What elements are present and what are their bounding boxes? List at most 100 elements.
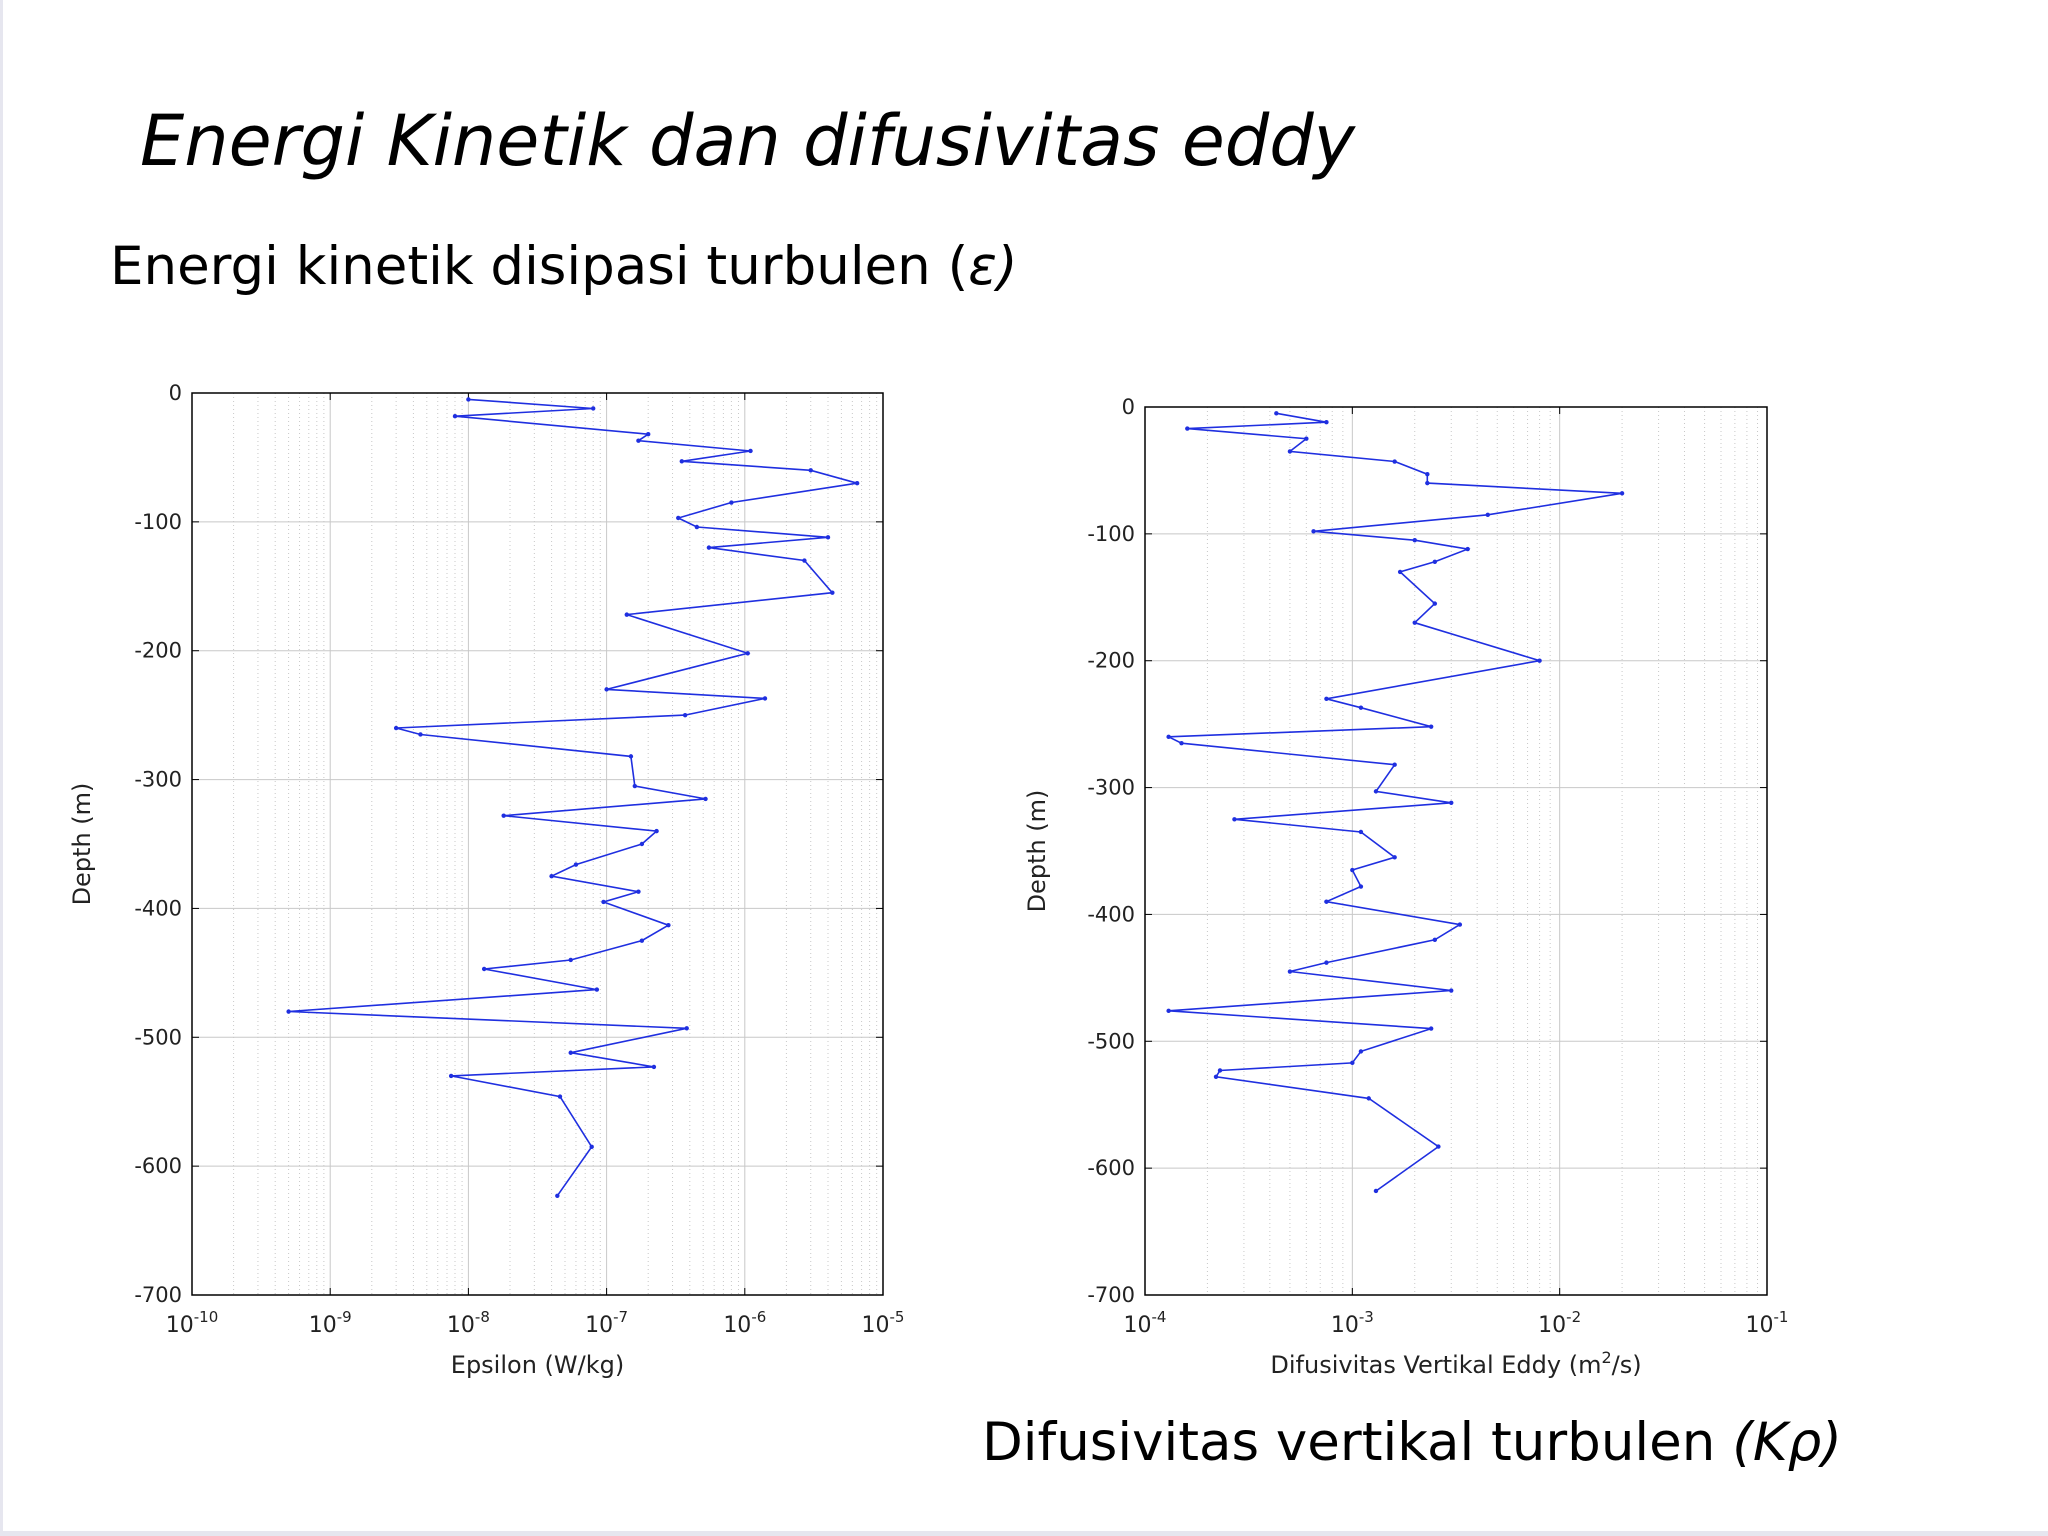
slide-bottom-border <box>0 1531 2048 1536</box>
data-point <box>639 938 645 943</box>
data-point <box>604 687 609 692</box>
data-point <box>1428 724 1434 729</box>
data-point <box>1179 740 1184 746</box>
data-point <box>1324 420 1329 425</box>
y-tick-label: -300 <box>1087 776 1135 800</box>
data-point <box>1324 899 1329 904</box>
data-point <box>802 558 807 563</box>
data-point <box>679 459 684 464</box>
data-series-line <box>1168 412 1623 1192</box>
y-axis-label: Depth (m) <box>68 783 96 906</box>
plot-frame <box>1144 406 1768 1296</box>
data-point <box>1465 546 1470 552</box>
x-tick-label: 10-5 <box>862 1308 905 1338</box>
data-point <box>481 966 487 972</box>
slide-left-border <box>0 0 3 1536</box>
y-tick-label: -200 <box>134 639 182 663</box>
data-point <box>1324 960 1329 965</box>
data-point <box>1373 789 1379 794</box>
data-point <box>1185 426 1190 431</box>
y-tick-label: -500 <box>134 1025 182 1049</box>
x-tick-label: 10-10 <box>166 1308 219 1338</box>
data-point <box>1428 1026 1434 1031</box>
data-point <box>1432 937 1438 942</box>
data-point <box>1392 855 1397 860</box>
data-point <box>632 783 638 789</box>
data-point <box>1449 800 1454 805</box>
data-point <box>1213 1074 1219 1080</box>
data-point <box>639 841 645 847</box>
data-point <box>591 406 596 411</box>
x-tick-label: 10-2 <box>1538 1308 1581 1338</box>
y-tick-label: -400 <box>1087 902 1135 926</box>
data-point <box>654 828 659 834</box>
y-axis-label: Depth (m) <box>1023 790 1051 913</box>
data-point <box>568 1050 573 1055</box>
data-point <box>762 696 768 701</box>
data-point <box>1232 817 1237 822</box>
data-point <box>1457 922 1463 927</box>
data-point <box>1350 1060 1355 1066</box>
data-series-line <box>288 398 858 1197</box>
data-point <box>1436 1144 1441 1149</box>
data-point <box>1366 1096 1371 1101</box>
data-point <box>448 1073 454 1079</box>
data-point <box>1425 480 1430 486</box>
data-point <box>1287 969 1293 974</box>
data-point <box>393 725 399 731</box>
y-tick-label: -600 <box>134 1154 182 1178</box>
y-tick-label: -400 <box>134 896 182 920</box>
data-point <box>1412 620 1417 625</box>
slide-caption: Difusivitas vertikal turbulen (Kρ) <box>982 1412 1842 1473</box>
data-point <box>573 862 579 867</box>
data-point <box>1392 459 1397 464</box>
data-point <box>555 1193 560 1198</box>
data-point <box>1304 436 1309 441</box>
y-tick-label: 0 <box>169 381 182 405</box>
subtitle-symbol: ε) <box>968 236 1018 297</box>
data-point <box>636 889 641 894</box>
x-axis-label: Difusivitas Vertikal Eddy (m2/s) <box>1270 1348 1641 1379</box>
data-point <box>1425 472 1430 477</box>
data-point <box>1350 867 1355 873</box>
data-point <box>825 535 831 540</box>
data-point <box>651 1064 657 1070</box>
data-point <box>549 874 554 879</box>
data-point <box>501 813 506 818</box>
data-point <box>1217 1068 1223 1073</box>
y-tick-label: -200 <box>1087 649 1135 673</box>
data-point <box>684 1026 689 1031</box>
data-point <box>286 1009 291 1014</box>
data-point <box>624 612 629 617</box>
y-tick-label: 0 <box>1122 395 1135 419</box>
caption-text: Difusivitas vertikal turbulen <box>982 1412 1733 1473</box>
data-point <box>594 987 600 992</box>
x-tick-label: 10-9 <box>309 1308 352 1338</box>
data-point <box>1166 1008 1171 1014</box>
data-point <box>854 481 860 486</box>
data-point <box>808 468 813 473</box>
data-point <box>1311 529 1316 534</box>
y-tick-label: -300 <box>134 768 182 792</box>
data-point <box>1392 762 1397 767</box>
y-tick-label: -700 <box>134 1283 182 1307</box>
y-tick-label: -100 <box>1087 522 1135 546</box>
x-axis-label: Epsilon (W/kg) <box>451 1351 624 1379</box>
data-point <box>1412 538 1417 543</box>
data-point <box>706 545 712 550</box>
data-point <box>1432 559 1438 564</box>
data-point <box>1449 988 1454 993</box>
data-point <box>418 732 423 737</box>
data-point <box>694 524 700 530</box>
data-point <box>1358 705 1364 710</box>
x-tick-label: 10-8 <box>447 1308 490 1338</box>
data-point <box>666 922 671 928</box>
data-point <box>1397 569 1403 575</box>
data-point <box>1287 449 1293 454</box>
data-point <box>703 796 708 802</box>
data-point <box>830 590 835 595</box>
y-tick-label: -700 <box>1087 1283 1135 1307</box>
